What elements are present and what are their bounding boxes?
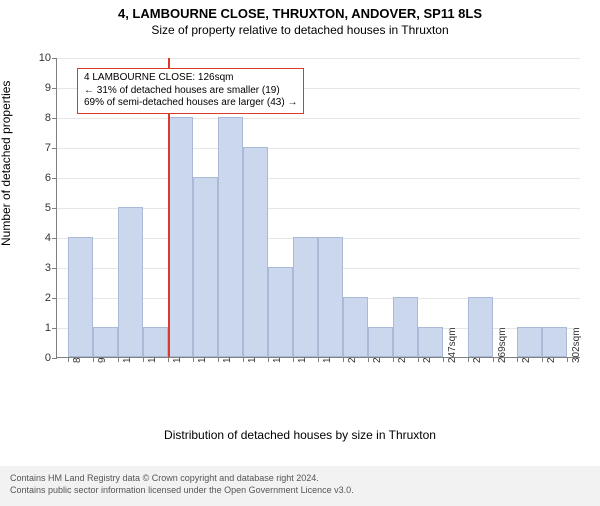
xtick-mark: [193, 357, 194, 362]
histogram-bar: [143, 327, 168, 357]
ytick-label: 10: [27, 52, 57, 64]
xtick-mark: [168, 357, 169, 362]
xtick-mark: [393, 357, 394, 362]
histogram-bar: [243, 147, 268, 357]
histogram-bar: [193, 177, 218, 357]
ytick-label: 6: [27, 172, 57, 184]
ytick-label: 3: [27, 262, 57, 274]
xtick-mark: [118, 357, 119, 362]
xtick-mark: [68, 357, 69, 362]
histogram-bar: [393, 297, 418, 357]
ytick-label: 7: [27, 142, 57, 154]
histogram-bar: [318, 237, 343, 357]
ytick-label: 1: [27, 322, 57, 334]
annotation-line-1: 4 LAMBOURNE CLOSE: 126sqm: [84, 72, 297, 85]
histogram-bar: [68, 237, 93, 357]
xtick-mark: [468, 357, 469, 362]
histogram-bar: [293, 237, 318, 357]
x-axis-label: Distribution of detached houses by size …: [0, 428, 600, 442]
histogram-bar: [542, 327, 567, 357]
annotation-line-3: 69% of semi-detached houses are larger (…: [84, 97, 297, 110]
xtick-mark: [218, 357, 219, 362]
xtick-mark: [243, 357, 244, 362]
xtick-mark: [443, 357, 444, 362]
footer-line-1: Contains HM Land Registry data © Crown c…: [10, 472, 590, 484]
ytick-label: 5: [27, 202, 57, 214]
xtick-mark: [293, 357, 294, 362]
xtick-mark: [517, 357, 518, 362]
y-axis-label: Number of detached properties: [0, 81, 13, 246]
histogram-bar: [468, 297, 493, 357]
xtick-mark: [567, 357, 568, 362]
annotation-line-2: ← 31% of detached houses are smaller (19…: [84, 85, 297, 98]
page-subtitle: Size of property relative to detached ho…: [0, 23, 600, 37]
ytick-label: 0: [27, 352, 57, 364]
histogram-bar: [368, 327, 393, 357]
xtick-mark: [418, 357, 419, 362]
xtick-mark: [343, 357, 344, 362]
histogram-bar: [218, 117, 243, 357]
xtick-mark: [542, 357, 543, 362]
xtick-mark: [318, 357, 319, 362]
histogram-bar: [418, 327, 443, 357]
page-title: 4, LAMBOURNE CLOSE, THRUXTON, ANDOVER, S…: [0, 6, 600, 21]
histogram-bar: [93, 327, 118, 357]
ytick-label: 4: [27, 232, 57, 244]
annotation-box: 4 LAMBOURNE CLOSE: 126sqm← 31% of detach…: [77, 68, 304, 114]
ytick-label: 2: [27, 292, 57, 304]
licence-footer: Contains HM Land Registry data © Crown c…: [0, 466, 600, 506]
histogram-bar: [517, 327, 542, 357]
plot-area: 01234567891082sqm93sqm104sqm115sqm126sqm…: [56, 58, 580, 358]
ytick-label: 9: [27, 82, 57, 94]
footer-line-2: Contains public sector information licen…: [10, 484, 590, 496]
histogram-chart: Number of detached properties 0123456789…: [0, 46, 600, 446]
xtick-mark: [93, 357, 94, 362]
xtick-mark: [368, 357, 369, 362]
histogram-bar: [268, 267, 293, 357]
xtick-mark: [493, 357, 494, 362]
histogram-bar: [343, 297, 368, 357]
xtick-mark: [268, 357, 269, 362]
histogram-bar: [118, 207, 143, 357]
ytick-label: 8: [27, 112, 57, 124]
xtick-mark: [143, 357, 144, 362]
histogram-bar: [168, 117, 193, 357]
